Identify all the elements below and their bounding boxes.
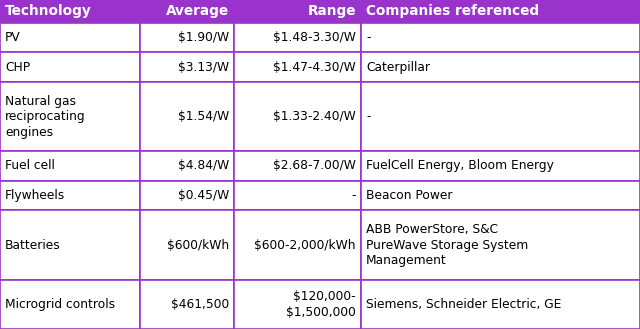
Text: $1.47-4.30/W: $1.47-4.30/W <box>273 61 356 74</box>
Bar <box>234 52 361 82</box>
Bar <box>361 211 640 280</box>
Bar <box>140 52 234 82</box>
Text: Microgrid controls: Microgrid controls <box>5 298 115 311</box>
Text: PV: PV <box>5 31 20 44</box>
Bar <box>140 181 234 211</box>
Text: Beacon Power: Beacon Power <box>366 189 452 202</box>
Bar <box>234 0 361 23</box>
Text: -: - <box>366 31 371 44</box>
Bar <box>234 181 361 211</box>
Bar <box>140 0 234 23</box>
Text: $4.84/W: $4.84/W <box>178 160 229 172</box>
Text: $461,500: $461,500 <box>171 298 229 311</box>
Text: $3.13/W: $3.13/W <box>178 61 229 74</box>
Bar <box>140 151 234 181</box>
Bar <box>234 151 361 181</box>
Text: $1.33-2.40/W: $1.33-2.40/W <box>273 110 356 123</box>
Text: -: - <box>351 189 356 202</box>
Bar <box>140 23 234 52</box>
Bar <box>361 23 640 52</box>
Text: Caterpillar: Caterpillar <box>366 61 430 74</box>
Text: Fuel cell: Fuel cell <box>5 160 55 172</box>
Bar <box>140 82 234 151</box>
Bar <box>361 151 640 181</box>
Text: -: - <box>366 110 371 123</box>
Bar <box>234 280 361 329</box>
Text: $600/kWh: $600/kWh <box>167 239 229 252</box>
Bar <box>0 52 140 82</box>
Bar <box>361 52 640 82</box>
Text: FuelCell Energy, Bloom Energy: FuelCell Energy, Bloom Energy <box>366 160 554 172</box>
Text: Siemens, Schneider Electric, GE: Siemens, Schneider Electric, GE <box>366 298 561 311</box>
Text: Average: Average <box>166 4 229 18</box>
Bar <box>140 211 234 280</box>
Text: ABB PowerStore, S&C
PureWave Storage System
Management: ABB PowerStore, S&C PureWave Storage Sys… <box>366 223 528 267</box>
Text: Natural gas
reciprocating
engines: Natural gas reciprocating engines <box>5 94 86 139</box>
Bar <box>0 82 140 151</box>
Bar <box>0 0 140 23</box>
Text: $1.48-3.30/W: $1.48-3.30/W <box>273 31 356 44</box>
Bar <box>361 280 640 329</box>
Text: $600-2,000/kWh: $600-2,000/kWh <box>255 239 356 252</box>
Text: $120,000-
$1,500,000: $120,000- $1,500,000 <box>286 290 356 318</box>
Text: Batteries: Batteries <box>5 239 61 252</box>
Bar <box>361 82 640 151</box>
Bar <box>361 181 640 211</box>
Text: Technology: Technology <box>5 4 92 18</box>
Text: CHP: CHP <box>5 61 30 74</box>
Bar <box>140 280 234 329</box>
Bar <box>0 280 140 329</box>
Bar <box>0 211 140 280</box>
Text: Range: Range <box>307 4 356 18</box>
Bar <box>0 23 140 52</box>
Text: $2.68-7.00/W: $2.68-7.00/W <box>273 160 356 172</box>
Text: Flywheels: Flywheels <box>5 189 65 202</box>
Bar <box>234 82 361 151</box>
Bar <box>361 0 640 23</box>
Text: $0.45/W: $0.45/W <box>178 189 229 202</box>
Bar <box>0 151 140 181</box>
Bar <box>234 23 361 52</box>
Bar <box>0 181 140 211</box>
Text: $1.90/W: $1.90/W <box>178 31 229 44</box>
Bar <box>234 211 361 280</box>
Text: Companies referenced: Companies referenced <box>366 4 539 18</box>
Text: $1.54/W: $1.54/W <box>178 110 229 123</box>
